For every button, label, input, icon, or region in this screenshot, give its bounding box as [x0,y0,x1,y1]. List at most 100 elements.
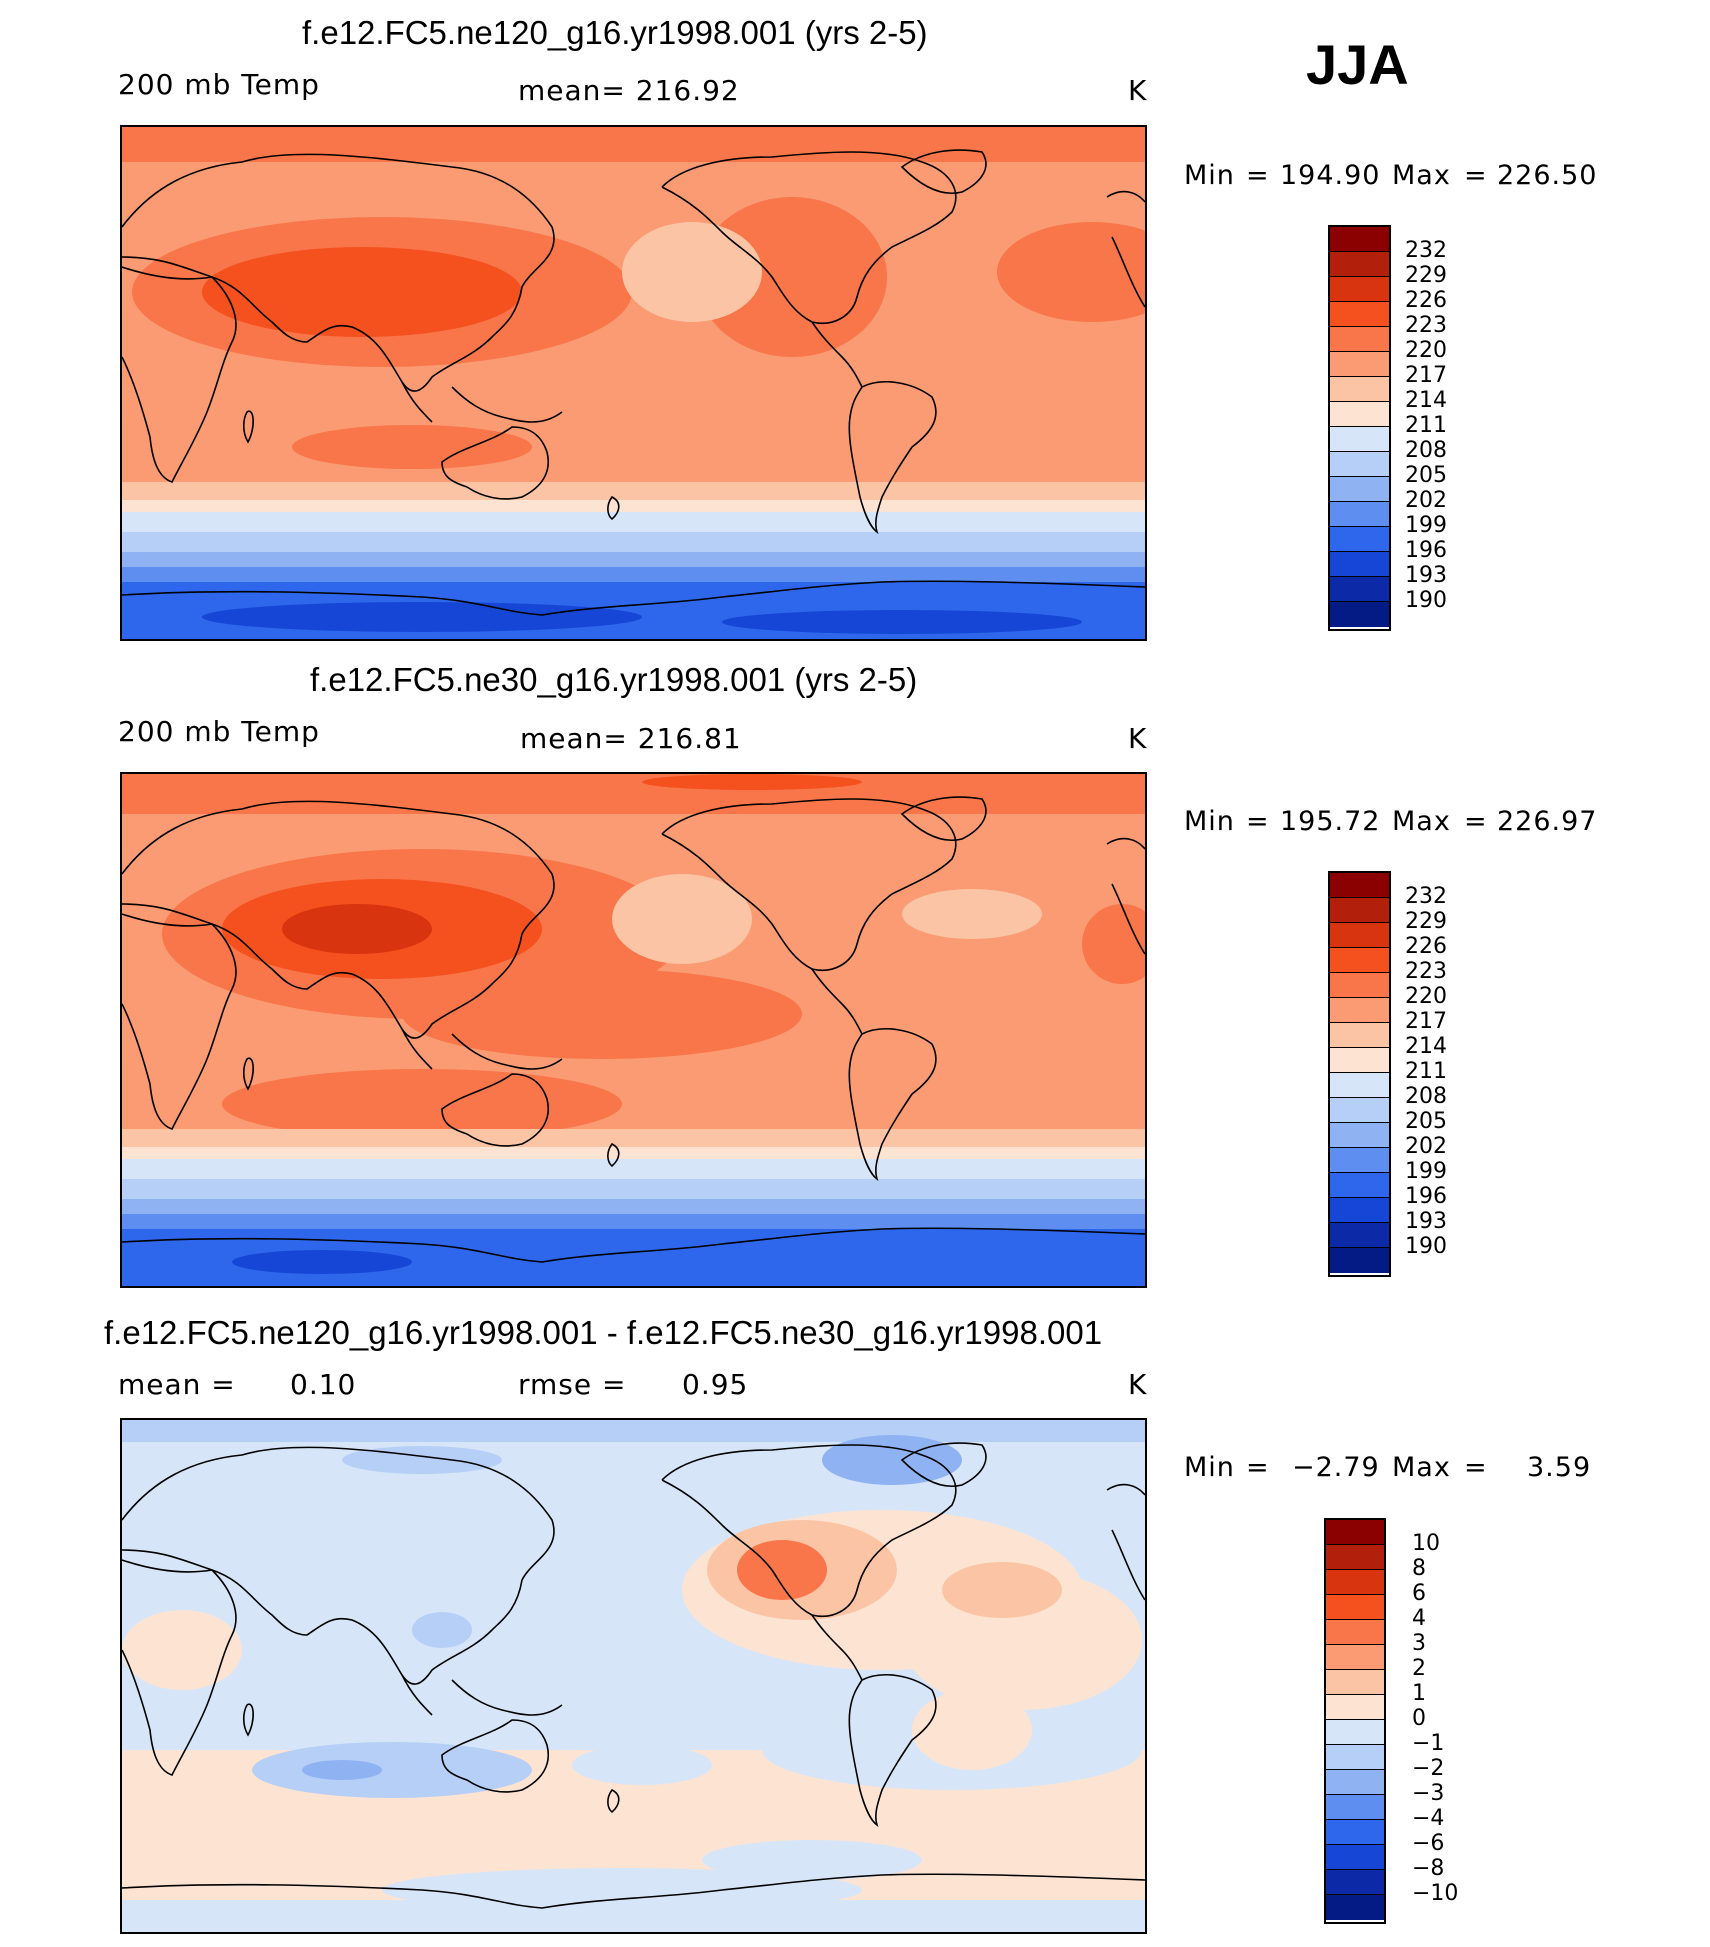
region-antarctic-cold [202,602,642,632]
panel1-variable-label: 200 mb Temp [118,68,320,101]
colorbar-swatch [1330,402,1389,427]
colorbar-level-label: 214 [1405,388,1447,413]
coast-greenland [900,149,987,194]
colorbar-swatch [1330,502,1389,527]
panel3-coastlines [122,1442,1145,1909]
coast-seasia [401,1674,563,1716]
panel1-max-equals: = [1464,160,1488,191]
coast-africa [122,1559,237,1776]
panel3-rmse-label: rmse = [518,1368,627,1401]
colorbar-level-label: 208 [1405,438,1447,463]
coast-greenland [900,796,987,841]
colorbar-swatch [1326,1870,1384,1895]
colorbar-level-label: 205 [1405,1109,1447,1134]
band-north [122,774,1145,814]
colorbar-swatch [1330,477,1389,502]
panel1-min-equals: = [1246,160,1270,191]
colorbar-level-label: 229 [1405,909,1447,934]
coast-australia [441,1073,549,1147]
colorbar-swatch [1330,1073,1389,1098]
panel3-colorbar [1324,1518,1386,1924]
colorbar-level-label: −4 [1412,1806,1445,1831]
coast-newzealand [607,1142,620,1168]
region-pacific-cool [612,874,752,964]
coast-africa [122,913,237,1130]
colorbar-level-label: −3 [1412,1781,1445,1806]
colorbar-swatch [1326,1895,1384,1920]
colorbar-level-label: 208 [1405,1084,1447,1109]
colorbar-level-label: −2 [1412,1756,1445,1781]
coast-madagascar [242,1057,254,1091]
region-indian-negative [252,1742,532,1798]
region-arctic-negative [822,1435,962,1485]
colorbar-swatch [1326,1720,1384,1745]
colorbar-swatch [1330,873,1389,898]
colorbar-swatch [1326,1595,1384,1620]
region-africa-positive [122,1610,242,1690]
colorbar-swatch [1330,602,1389,627]
panel2-min-label: Min [1184,806,1235,837]
colorbar-level-label: 196 [1405,1184,1447,1209]
coast-europe-west [1106,837,1145,955]
band-3 [122,532,1145,552]
colorbar-swatch [1330,1123,1389,1148]
colorbar-swatch [1326,1820,1384,1845]
colorbar-level-label: 0 [1412,1706,1426,1731]
coast-antarctica [122,580,1145,616]
region-indian-negative-2 [302,1760,382,1780]
panel1-min-label: Min [1184,160,1235,191]
region-atlantic-cool [902,889,1042,939]
colorbar-swatch [1330,277,1389,302]
panel2-map [120,772,1147,1288]
coast-madagascar [242,410,254,444]
panel1-title: f.e12.FC5.ne120_g16.yr1998.001 (yrs 2-5) [302,14,928,51]
colorbar-level-label: 1 [1412,1681,1426,1706]
region-pacific-warm [402,969,802,1059]
region-arctic-hot [642,774,862,790]
coast-madagascar [242,1703,254,1737]
panel1-max-label: Max [1392,160,1451,191]
colorbar-level-label: 211 [1405,1059,1447,1084]
coast-antarctica [122,1873,1145,1909]
colorbar-level-label: 217 [1405,363,1447,388]
colorbar-swatch [1326,1845,1384,1870]
region-atlantic-pos2 [942,1562,1062,1618]
colorbar-level-label: 220 [1405,338,1447,363]
colorbar-swatch [1326,1570,1384,1595]
colorbar-swatch [1330,527,1389,552]
panel2-min-value: 195.72 [1280,806,1381,837]
panel1-map [120,125,1147,641]
colorbar-swatch [1330,1223,1389,1248]
colorbar-level-label: 190 [1405,588,1447,613]
coast-europe-west [1106,190,1145,308]
panel2-min-equals: = [1246,806,1270,837]
colorbar-swatch [1330,377,1389,402]
region-pacific-cool [622,222,762,322]
season-label: JJA [1306,33,1409,96]
panel3-title: f.e12.FC5.ne120_g16.yr1998.001 - f.e12.F… [104,1314,1103,1351]
colorbar-level-label: 223 [1405,959,1447,984]
colorbar-swatch [1330,302,1389,327]
panel2-variable-label: 200 mb Temp [118,715,320,748]
panel3-map [120,1418,1147,1934]
region-sh-warm [222,1069,622,1139]
coast-namerica [661,1444,957,1617]
colorbar-level-label: 217 [1405,1009,1447,1034]
colorbar-swatch [1326,1545,1384,1570]
coast-seasia [401,1028,563,1070]
region-india-negative [412,1612,472,1648]
band-2 [122,512,1145,532]
panel2-temperature-field [122,774,1145,1286]
colorbar-level-label: 202 [1405,488,1447,513]
coast-africa [122,266,237,483]
colorbar-level-label: 2 [1412,1656,1426,1681]
band-5 [122,1214,1145,1229]
region-namerica-warm [697,197,887,357]
colorbar-swatch [1330,452,1389,477]
coast-seasia [401,381,563,423]
colorbar-swatch [1330,577,1389,602]
colorbar-swatch [1330,948,1389,973]
region-antarctic-cold [232,1250,412,1274]
panel2-max-equals: = [1464,806,1488,837]
band-north [122,127,1145,162]
